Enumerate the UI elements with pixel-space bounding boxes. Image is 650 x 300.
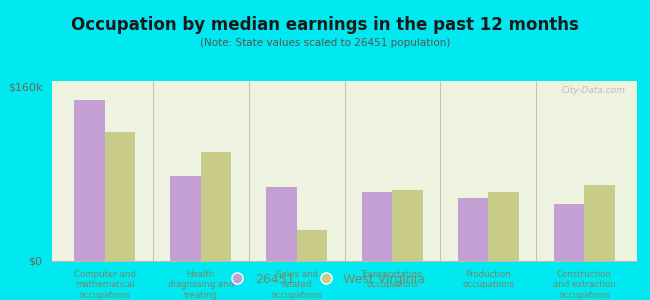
Bar: [170, 176, 201, 261]
Bar: [584, 184, 615, 261]
Bar: [296, 230, 327, 261]
Bar: [554, 204, 584, 261]
Bar: [362, 192, 393, 261]
Bar: [266, 187, 296, 261]
Bar: [488, 192, 519, 261]
Text: City-Data.com: City-Data.com: [562, 86, 625, 95]
Legend: 26451, West Virginia: 26451, West Virginia: [220, 268, 430, 291]
Text: Occupation by median earnings in the past 12 months: Occupation by median earnings in the pas…: [71, 16, 579, 34]
Bar: [458, 198, 488, 261]
Text: (Note: State values scaled to 26451 population): (Note: State values scaled to 26451 popu…: [200, 38, 450, 47]
Bar: [393, 190, 423, 261]
Bar: [105, 132, 135, 261]
Bar: [74, 100, 105, 261]
Bar: [201, 152, 231, 261]
